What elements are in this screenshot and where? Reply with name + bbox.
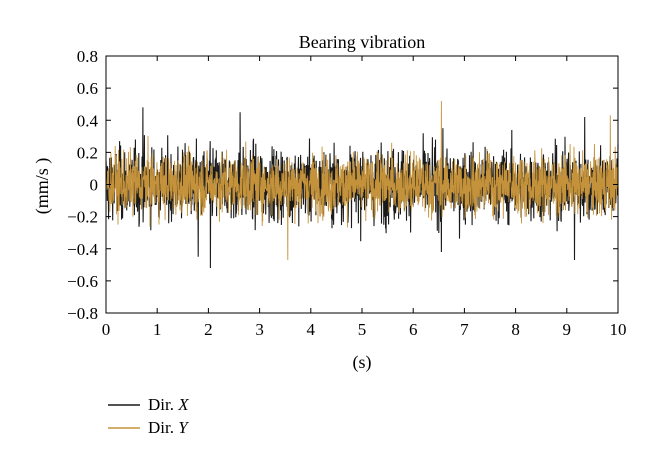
legend-label-x: Dir. X xyxy=(148,395,189,414)
y-tick-label: 0.6 xyxy=(77,79,98,98)
y-tick-label: −0.8 xyxy=(67,304,98,323)
x-axis-label: (s) xyxy=(353,352,372,373)
legend: Dir. X Dir. Y xyxy=(108,395,189,437)
y-tick-label: −0.4 xyxy=(67,240,98,259)
x-tick-label: 8 xyxy=(511,320,520,339)
x-tick-label: 1 xyxy=(153,320,162,339)
y-tick-label: 0 xyxy=(90,176,99,195)
x-tick-label: 0 xyxy=(102,320,111,339)
y-tick-label: −0.2 xyxy=(67,208,98,227)
series-line-dir-y xyxy=(105,100,619,261)
x-tick-label: 5 xyxy=(358,320,367,339)
x-tick-label: 9 xyxy=(563,320,572,339)
x-tick-label: 10 xyxy=(610,320,627,339)
x-tick-label: 4 xyxy=(307,320,316,339)
series-layer xyxy=(105,100,619,269)
chart-title: Bearing vibration xyxy=(299,32,425,52)
y-tick-label: −0.6 xyxy=(67,272,98,291)
x-tick-label: 2 xyxy=(204,320,213,339)
y-tick-label: 0.8 xyxy=(77,47,98,66)
y-axis-label: (mm/s ) xyxy=(32,158,53,215)
legend-label-y: Dir. Y xyxy=(148,418,189,437)
axis-ticks: 0 1 2 3 4 5 6 7 8 9 10 0.8 0.6 0.4 0.2 0 −0.2 −0.4 −0.6 −0.… xyxy=(67,47,626,339)
y-tick-label: 0.4 xyxy=(77,111,99,130)
x-tick-label: 3 xyxy=(255,320,264,339)
y-tick-label: 0.2 xyxy=(77,143,98,162)
x-tick-label: 7 xyxy=(460,320,469,339)
x-tick-label: 6 xyxy=(409,320,418,339)
